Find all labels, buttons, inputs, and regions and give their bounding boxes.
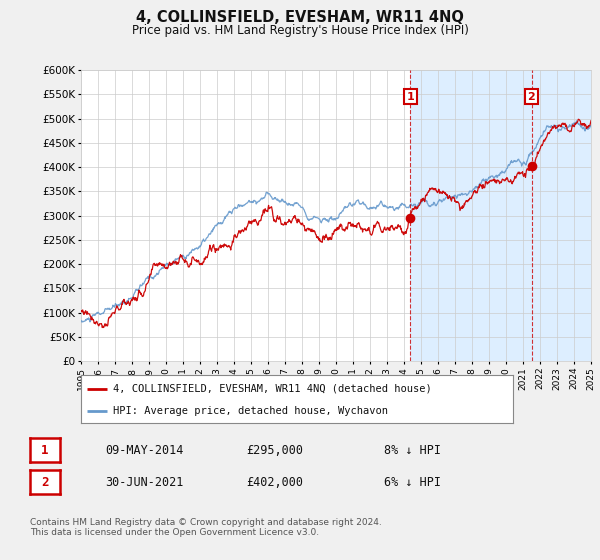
Text: 8% ↓ HPI: 8% ↓ HPI	[384, 444, 441, 457]
Text: 6% ↓ HPI: 6% ↓ HPI	[384, 475, 441, 489]
Bar	[410, 70, 532, 361]
Text: 2: 2	[41, 475, 49, 489]
Text: Price paid vs. HM Land Registry's House Price Index (HPI): Price paid vs. HM Land Registry's House …	[131, 24, 469, 38]
Text: Contains HM Land Registry data © Crown copyright and database right 2024.
This d: Contains HM Land Registry data © Crown c…	[30, 518, 382, 537]
Text: 1: 1	[41, 444, 49, 457]
Text: £295,000: £295,000	[246, 444, 303, 457]
Text: 09-MAY-2014: 09-MAY-2014	[105, 444, 184, 457]
Text: 4, COLLINSFIELD, EVESHAM, WR11 4NQ (detached house): 4, COLLINSFIELD, EVESHAM, WR11 4NQ (deta…	[113, 384, 432, 394]
Text: HPI: Average price, detached house, Wychavon: HPI: Average price, detached house, Wych…	[113, 406, 388, 416]
Bar	[532, 70, 591, 361]
Text: 1: 1	[406, 92, 414, 102]
Text: 4, COLLINSFIELD, EVESHAM, WR11 4NQ: 4, COLLINSFIELD, EVESHAM, WR11 4NQ	[136, 11, 464, 25]
Text: 30-JUN-2021: 30-JUN-2021	[105, 475, 184, 489]
Text: 2: 2	[527, 92, 535, 102]
Text: £402,000: £402,000	[246, 475, 303, 489]
